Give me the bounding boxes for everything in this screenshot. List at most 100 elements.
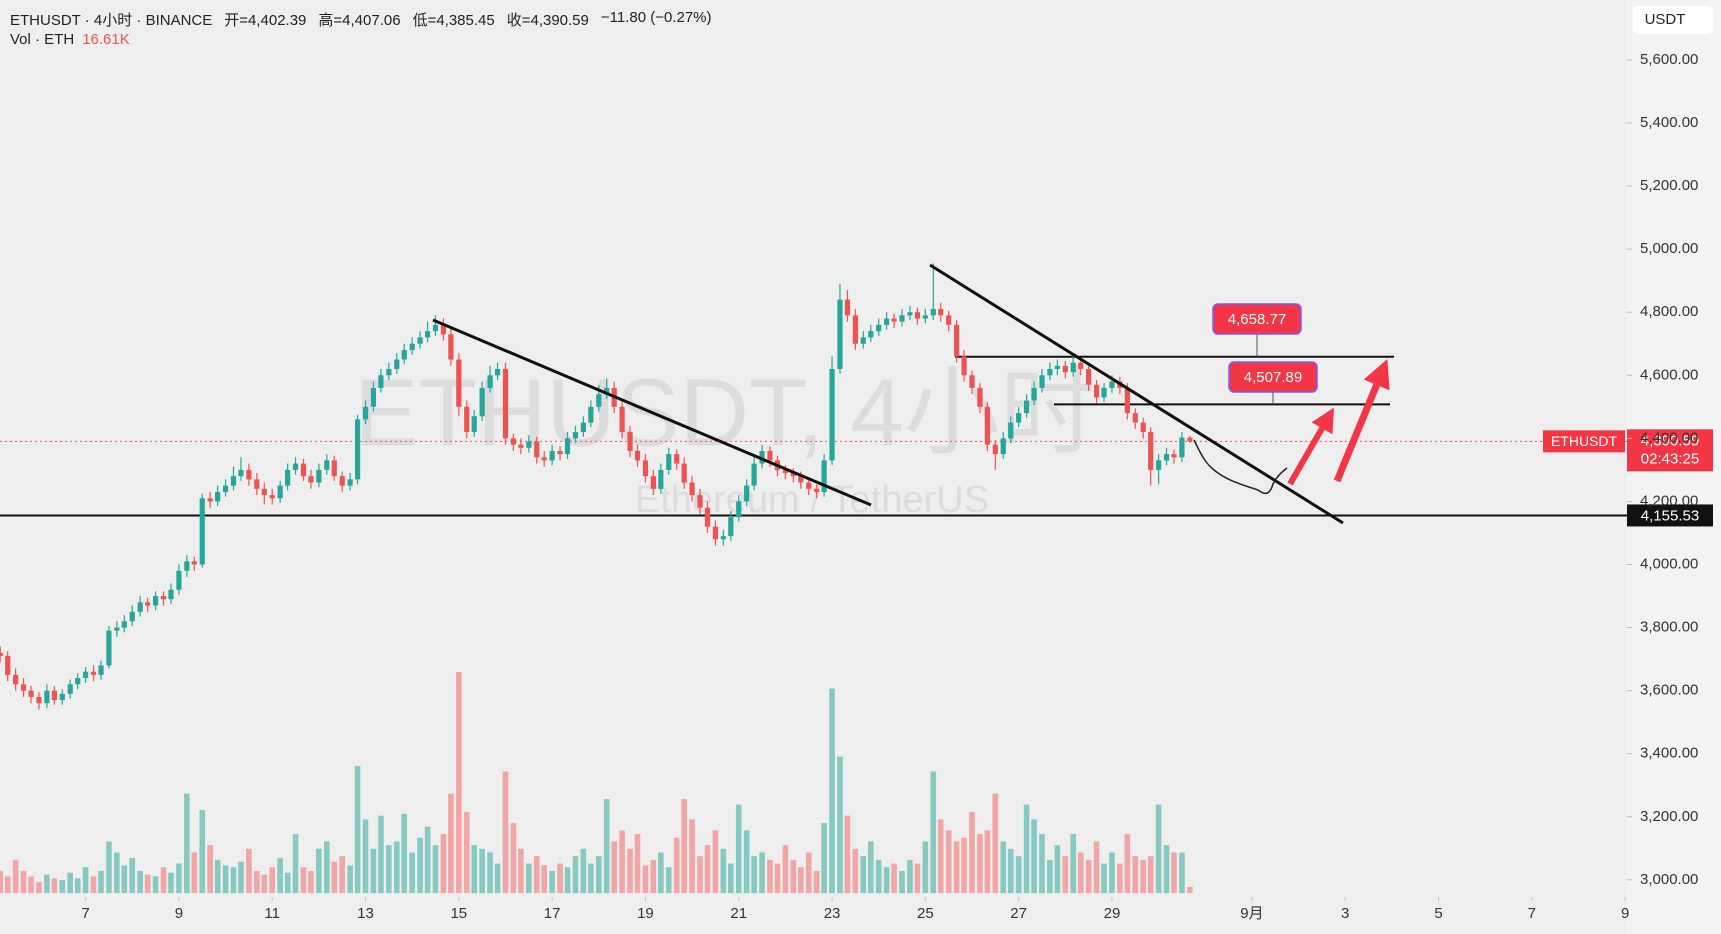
volume-bar xyxy=(805,852,812,893)
candle-body xyxy=(1086,368,1092,385)
volume-bar xyxy=(1171,852,1177,893)
candle-body xyxy=(837,299,843,369)
volume-bar xyxy=(254,870,260,893)
volume-bar xyxy=(899,870,905,893)
volume-bar xyxy=(977,834,983,893)
volume-bar xyxy=(160,867,167,893)
volume-bar xyxy=(463,811,470,893)
volume-bar xyxy=(207,845,213,893)
volume-bar xyxy=(144,874,151,893)
volume-bar xyxy=(619,830,625,893)
volume-bar xyxy=(1117,863,1123,893)
candle-body xyxy=(1023,400,1030,414)
candle-body xyxy=(401,350,407,360)
volume-bar xyxy=(1062,856,1069,893)
volume-bar xyxy=(1031,819,1037,893)
candle-body xyxy=(930,309,936,316)
candle-body xyxy=(798,476,804,483)
volume-bar xyxy=(681,799,687,893)
candle-body xyxy=(292,463,299,470)
open-text: 开=4,402.39 xyxy=(224,12,307,29)
candle-body xyxy=(946,315,952,325)
volume-bar xyxy=(883,867,890,893)
plot-background xyxy=(0,0,1627,934)
candle-body xyxy=(254,479,260,489)
volume-bar xyxy=(797,867,804,893)
y-tick-label: 4,000.00 xyxy=(1640,555,1698,572)
volume-bar xyxy=(67,872,74,893)
candle-body xyxy=(806,482,812,489)
x-tick-label: 29 xyxy=(1104,905,1121,922)
candle-body xyxy=(759,450,765,464)
y-tick-label: 5,000.00 xyxy=(1640,240,1698,257)
candle-body xyxy=(650,476,656,489)
low-text: 低=4,385.45 xyxy=(412,12,495,29)
candle-body xyxy=(1070,362,1076,373)
arrow xyxy=(1333,359,1390,483)
x-tick-label: 23 xyxy=(824,905,841,922)
volume-bar xyxy=(440,834,447,893)
header: ETHUSDT · 4小时 · BINANCE 开=4,402.39 高=4,4… xyxy=(10,9,712,30)
volume-bar xyxy=(588,863,594,893)
volume-bar xyxy=(697,856,703,893)
candle-body xyxy=(75,678,81,685)
volume-bar xyxy=(393,841,400,893)
candle-body xyxy=(666,454,672,470)
volume-bar xyxy=(922,841,929,893)
volume-bar xyxy=(1039,834,1045,893)
candle-body xyxy=(876,324,882,332)
volume-bar xyxy=(448,793,454,893)
x-tick-label: 9月 xyxy=(1240,905,1263,922)
volume-bar xyxy=(844,815,851,893)
candle-body xyxy=(160,596,167,600)
candle-body xyxy=(821,460,827,492)
candle-body xyxy=(907,312,913,316)
candle-body xyxy=(246,469,252,480)
volume-bar xyxy=(292,834,299,893)
candle-body xyxy=(277,485,283,499)
volume-title: Vol · ETH xyxy=(10,31,75,48)
candle-body xyxy=(580,422,586,433)
volume-bar xyxy=(1140,859,1147,893)
volume-bar xyxy=(300,867,307,893)
y-tick-label: 5,600.00 xyxy=(1640,51,1698,68)
volume-bar xyxy=(261,874,268,893)
x-tick-label: 7 xyxy=(1528,905,1536,922)
candle-body xyxy=(347,479,353,486)
target-label: 4,507.89 xyxy=(1244,369,1302,386)
candle-body xyxy=(782,469,788,474)
high-text: 高=4,407.06 xyxy=(318,12,401,29)
volume-bar xyxy=(595,856,602,893)
candle-body xyxy=(471,416,477,433)
candle-body xyxy=(992,444,998,455)
candle-body xyxy=(1187,437,1193,442)
candle-body xyxy=(5,655,11,675)
y-tick-label: 3,800.00 xyxy=(1640,619,1698,636)
candle-body xyxy=(1101,387,1107,398)
candle-body xyxy=(969,375,975,388)
volume-bar xyxy=(751,856,757,893)
candle-body xyxy=(1078,362,1084,369)
volume-bar xyxy=(432,845,439,893)
volume-bar xyxy=(129,858,136,893)
volume-bar xyxy=(331,861,338,893)
candle-body xyxy=(1016,413,1022,423)
volume-layer xyxy=(0,672,1193,893)
candle-body xyxy=(518,444,524,448)
candle-body xyxy=(852,315,858,344)
volume-bar xyxy=(860,856,867,893)
target-box xyxy=(1228,361,1318,393)
volume-bar xyxy=(782,845,789,893)
candle-body xyxy=(168,589,174,600)
x-tick-label: 15 xyxy=(450,905,467,922)
volume-bar xyxy=(114,852,120,893)
candle-body xyxy=(448,334,454,360)
volume-bar xyxy=(354,765,361,893)
volume-bar xyxy=(487,852,493,893)
volume-bar xyxy=(98,870,104,893)
candle-body xyxy=(20,684,27,691)
candle-body xyxy=(1163,454,1170,461)
volume-bar xyxy=(1000,841,1007,893)
volume-bar xyxy=(36,881,42,893)
volume-bar xyxy=(82,867,89,893)
